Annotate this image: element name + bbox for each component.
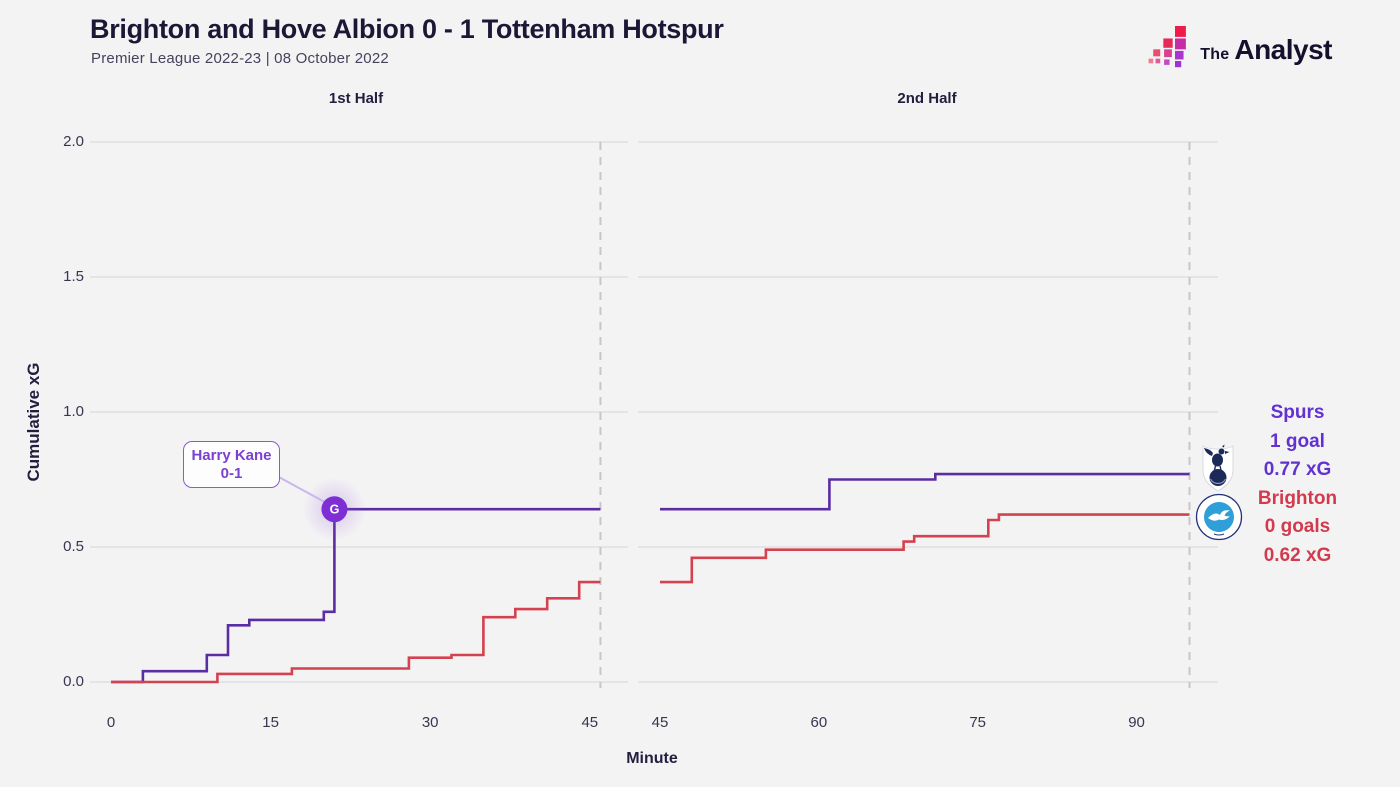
summary-spurs-goals: 1 goal bbox=[1270, 430, 1325, 452]
x-axis-label: Minute bbox=[626, 750, 678, 767]
x-tick-label: 45 bbox=[581, 714, 599, 731]
xg-line-tottenham bbox=[111, 507, 601, 684]
brand-wordmark: The Analyst bbox=[1200, 34, 1332, 66]
y-tick-label: 0.5 bbox=[63, 538, 84, 555]
goal-annotation-score: 0-1 bbox=[220, 465, 243, 482]
xg-line-tottenham bbox=[660, 472, 1190, 511]
match-summary-panel: Spurs 1 goal 0.77 xG Brighton 0 goals 0.… bbox=[1232, 399, 1363, 570]
analyst-squares-icon bbox=[1145, 26, 1191, 73]
page-title: Brighton and Hove Albion 0 - 1 Tottenham… bbox=[90, 14, 724, 44]
x-tick-label: 90 bbox=[1128, 714, 1145, 731]
annotation-connector-line bbox=[276, 475, 333, 508]
summary-spurs-xg: 0.77 xG bbox=[1263, 459, 1332, 480]
plot-layer: G bbox=[90, 141, 1218, 688]
x-tick-label: 45 bbox=[651, 714, 669, 731]
summary-brighton-team: Brighton bbox=[1257, 487, 1338, 509]
summary-brighton-xg: 0.62 xG bbox=[1263, 544, 1332, 566]
y-tick-label: 1.5 bbox=[63, 268, 84, 285]
y-tick-label: 2.0 bbox=[63, 133, 84, 150]
x-tick-label: 30 bbox=[421, 714, 439, 731]
brighton-badge-icon bbox=[1195, 493, 1243, 541]
brand-analyst: Analyst bbox=[1234, 33, 1332, 65]
page-subtitle: Premier League 2022-23 | 08 October 2022 bbox=[91, 50, 389, 67]
y-tick-label: 1.0 bbox=[63, 403, 84, 420]
brand-the: The bbox=[1200, 45, 1230, 63]
the-analyst-logo: The Analyst bbox=[1145, 26, 1332, 73]
panel-label-second-half: 2nd Half bbox=[897, 90, 957, 107]
x-tick-label: 60 bbox=[810, 714, 828, 731]
x-tick-label: 75 bbox=[969, 714, 987, 731]
x-tick-label: 15 bbox=[262, 714, 279, 731]
tottenham-badge-icon bbox=[1202, 444, 1234, 492]
goal-marker bbox=[321, 496, 348, 523]
y-tick-label: 0.0 bbox=[63, 673, 84, 690]
goal-annotation-player: Harry Kane bbox=[191, 447, 272, 464]
goal-marker-letter: G bbox=[330, 503, 340, 517]
x-tick-label: 0 bbox=[106, 714, 116, 731]
panel-label-first-half: 1st Half bbox=[328, 90, 384, 107]
summary-spurs-team: Spurs bbox=[1270, 402, 1325, 423]
xg-line-brighton bbox=[660, 513, 1190, 584]
goal-annotation-card: Harry Kane 0-1 bbox=[183, 441, 280, 488]
summary-brighton-goals: 0 goals bbox=[1264, 516, 1331, 537]
xg-line-brighton bbox=[111, 580, 601, 684]
